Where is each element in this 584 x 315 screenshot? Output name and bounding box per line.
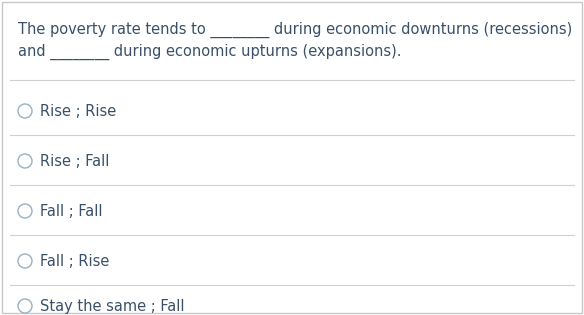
Text: Rise ; Rise: Rise ; Rise [40,104,116,118]
Circle shape [18,254,32,268]
Circle shape [18,204,32,218]
Circle shape [18,104,32,118]
Text: Fall ; Rise: Fall ; Rise [40,254,109,268]
Text: and ________ during economic upturns (expansions).: and ________ during economic upturns (ex… [18,44,402,60]
Text: The poverty rate tends to ________ during economic downturns (recessions): The poverty rate tends to ________ durin… [18,22,572,38]
Circle shape [18,299,32,313]
Text: Rise ; Fall: Rise ; Fall [40,153,109,169]
Text: Fall ; Fall: Fall ; Fall [40,203,103,219]
Circle shape [18,154,32,168]
Text: Stay the same ; Fall: Stay the same ; Fall [40,299,185,313]
